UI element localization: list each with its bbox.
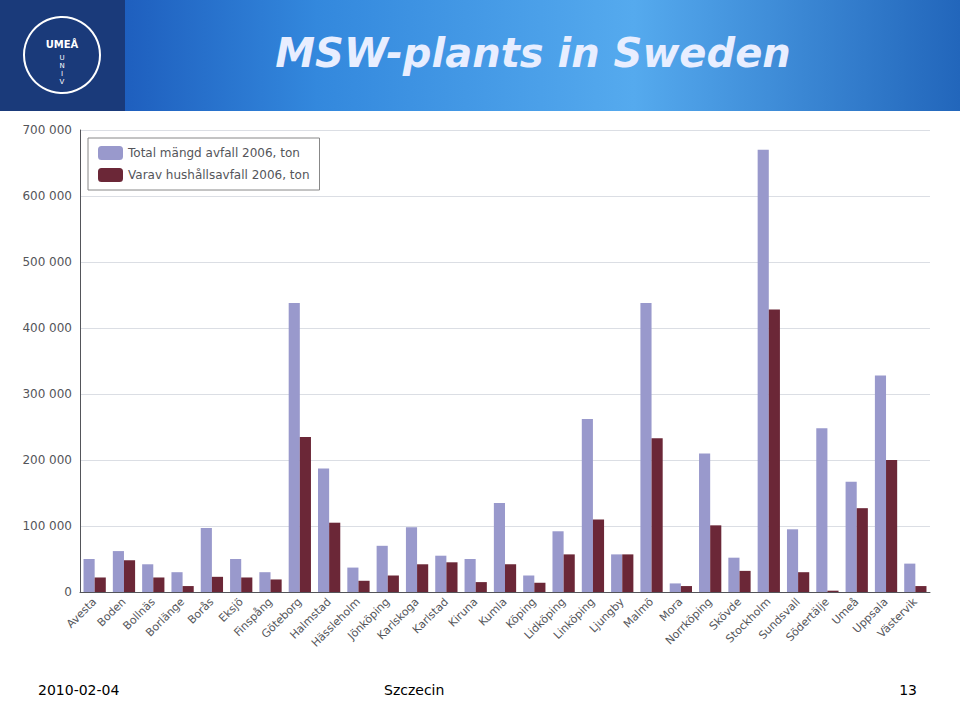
- svg-text:Köping: Köping: [503, 595, 539, 631]
- svg-text:Stockholm: Stockholm: [723, 595, 774, 646]
- svg-text:Total mängd avfall 2006, ton: Total mängd avfall 2006, ton: [127, 146, 300, 160]
- svg-text:U: U: [59, 54, 64, 62]
- svg-text:Finspång: Finspång: [231, 595, 276, 640]
- svg-text:I: I: [61, 70, 63, 78]
- svg-text:Norrköping: Norrköping: [663, 595, 715, 647]
- svg-text:Västervik: Västervik: [875, 595, 920, 640]
- svg-text:Karlstad: Karlstad: [410, 595, 451, 636]
- svg-text:Hässleholm: Hässleholm: [308, 595, 363, 650]
- svg-text:Bollnäs: Bollnäs: [120, 595, 158, 633]
- svg-text:Kiruna: Kiruna: [446, 595, 480, 629]
- svg-text:0: 0: [64, 585, 72, 599]
- svg-text:V: V: [60, 78, 65, 86]
- svg-text:Umeå: Umeå: [829, 595, 862, 628]
- svg-text:N: N: [59, 62, 64, 70]
- svg-text:Uppsala: Uppsala: [850, 595, 891, 636]
- svg-text:Borås: Borås: [185, 595, 216, 626]
- svg-text:Ljungby: Ljungby: [587, 595, 627, 635]
- svg-text:200 000: 200 000: [22, 453, 72, 467]
- svg-text:100 000: 100 000: [22, 519, 72, 533]
- svg-text:Jönköping: Jönköping: [345, 595, 393, 643]
- svg-text:Halmstad: Halmstad: [287, 595, 334, 642]
- svg-text:Kumla: Kumla: [476, 595, 510, 629]
- svg-text:Borlänge: Borlänge: [143, 595, 187, 639]
- svg-text:400 000: 400 000: [22, 321, 72, 335]
- svg-text:500 000: 500 000: [22, 255, 72, 269]
- svg-text:Sundsvall: Sundsvall: [756, 595, 803, 642]
- svg-text:Boden: Boden: [94, 595, 129, 630]
- svg-text:Linköping: Linköping: [551, 595, 598, 642]
- svg-text:13: 13: [899, 682, 917, 698]
- svg-text:Eksjö: Eksjö: [216, 595, 246, 625]
- svg-text:600 000: 600 000: [22, 189, 72, 203]
- svg-text:Szczecin: Szczecin: [384, 682, 444, 698]
- svg-text:700 000: 700 000: [22, 123, 72, 137]
- svg-text:MSW-plants in Sweden: MSW-plants in Sweden: [275, 30, 790, 76]
- svg-text:Södertälje: Södertälje: [783, 595, 832, 644]
- svg-text:Skövde: Skövde: [706, 595, 745, 633]
- svg-text:Lidköping: Lidköping: [521, 595, 569, 642]
- svg-text:300 000: 300 000: [22, 387, 72, 401]
- svg-text:Avesta: Avesta: [64, 595, 99, 630]
- svg-text:Mora: Mora: [656, 595, 686, 624]
- svg-text:Göteborg: Göteborg: [259, 595, 305, 641]
- svg-text:Karlskoga: Karlskoga: [375, 595, 422, 642]
- svg-text:Malmö: Malmö: [621, 595, 656, 630]
- svg-text:Varav hushållsavfall 2006, ton: Varav hushållsavfall 2006, ton: [128, 168, 310, 182]
- svg-text:UMEÅ: UMEÅ: [46, 38, 79, 50]
- svg-text:2010-02-04: 2010-02-04: [38, 682, 119, 698]
